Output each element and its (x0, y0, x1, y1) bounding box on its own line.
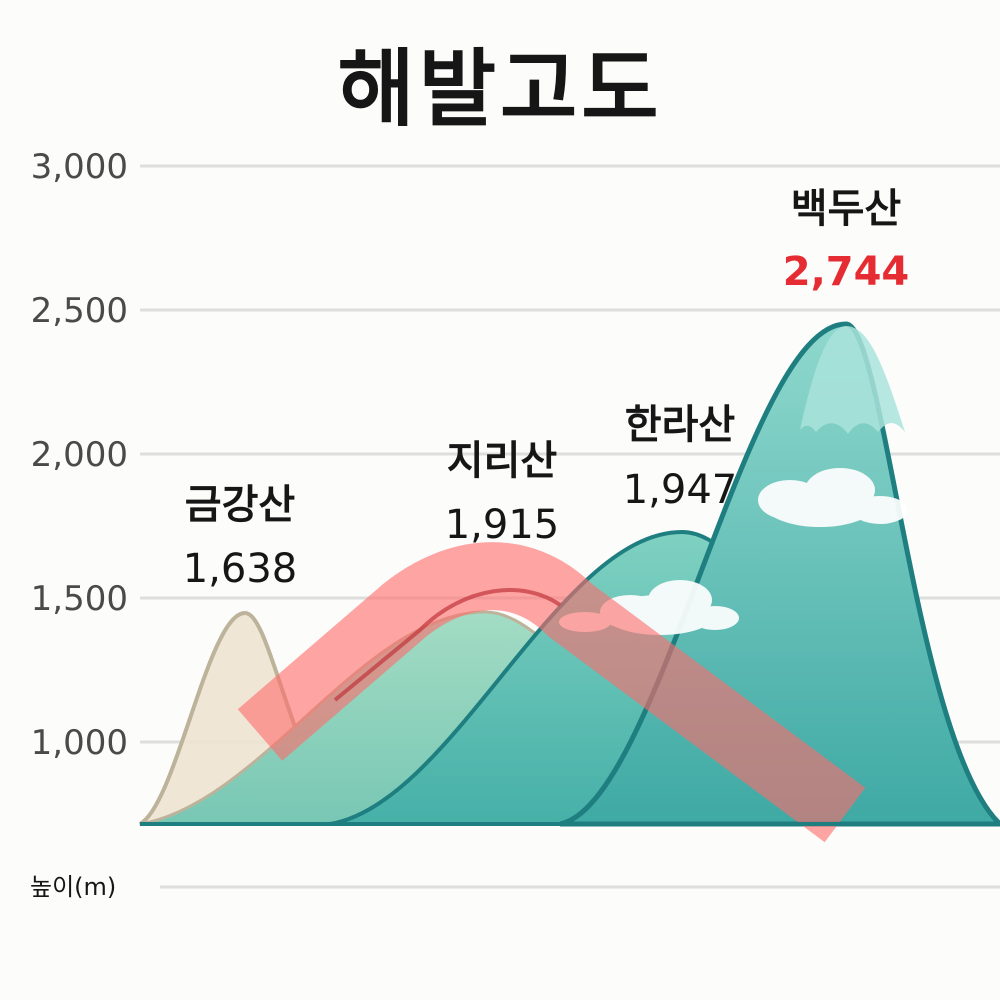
label-name-백두산: 백두산 (791, 186, 902, 232)
y-tick-label: 2,000 (31, 435, 128, 475)
label-value-백두산: 2,744 (783, 249, 910, 295)
y-axis-ticks: 1,000 1,500 2,000 2,500 3,000 (31, 147, 128, 763)
y-tick-label: 1,000 (31, 723, 128, 763)
y-axis-unit-label: 높이(m) (30, 873, 116, 901)
highlight-band (237, 542, 866, 843)
label-value-지리산: 1,915 (445, 502, 560, 548)
chart-title: 해발고도 (337, 40, 663, 138)
highlight-line (333, 588, 562, 702)
y-tick-label: 3,000 (31, 147, 128, 187)
label-value-한라산: 1,947 (623, 467, 738, 513)
label-name-금강산: 금강산 (185, 482, 296, 528)
y-tick-label: 1,500 (31, 579, 128, 619)
y-tick-label: 2,500 (31, 291, 128, 331)
cloud-decoration (758, 468, 908, 527)
label-value-금강산: 1,638 (183, 546, 298, 592)
label-name-한라산: 한라산 (625, 402, 736, 448)
snowcap-백두산 (800, 326, 905, 434)
label-name-지리산: 지리산 (447, 438, 558, 484)
